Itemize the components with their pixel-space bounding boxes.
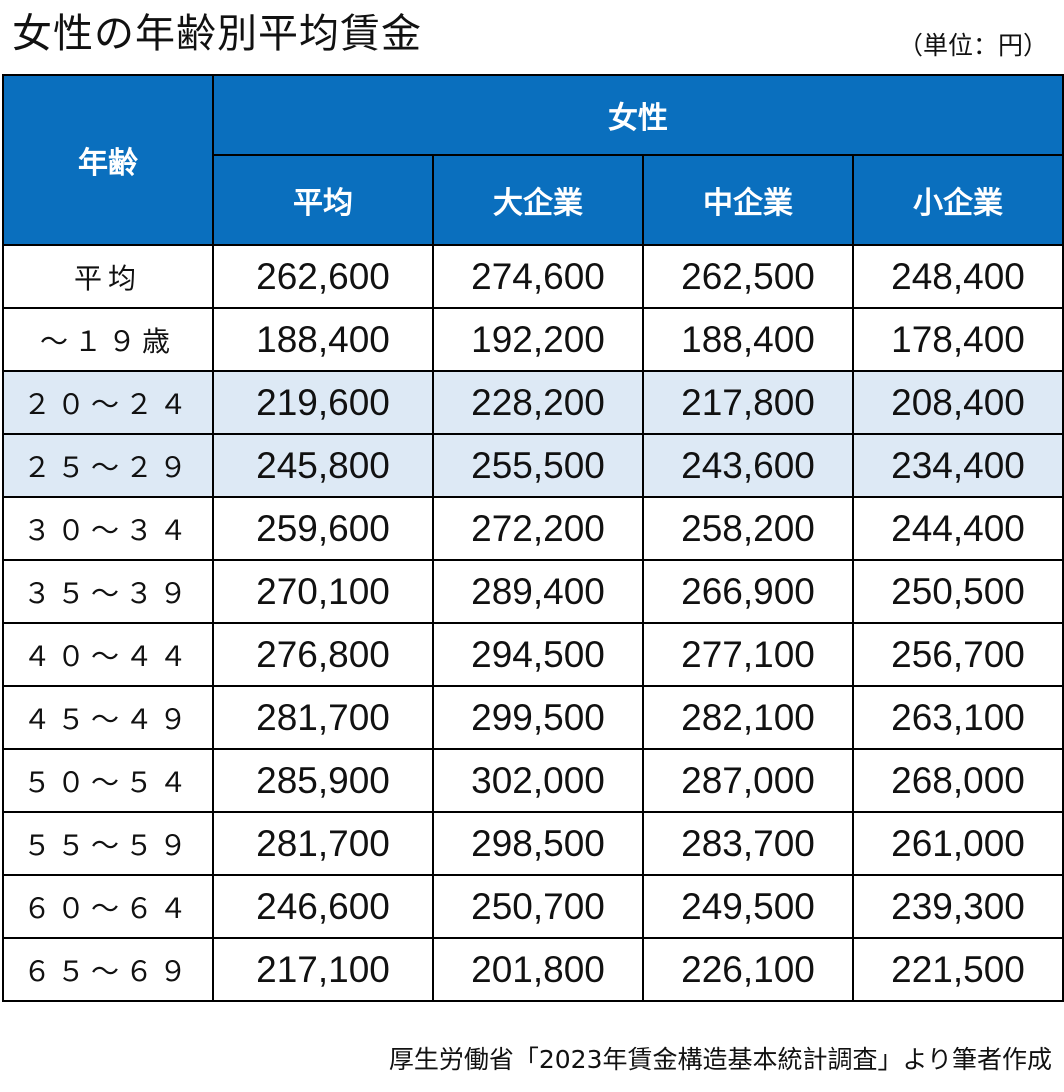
wage-cell: 256,700 — [852, 622, 1064, 687]
header-col-large: 大企業 — [432, 154, 644, 246]
row-age-label: ４０～４４ — [2, 622, 214, 687]
wage-cell: 234,400 — [852, 433, 1064, 498]
wage-cell: 294,500 — [432, 622, 644, 687]
header-col-medium: 中企業 — [642, 154, 854, 246]
wage-cell: 263,100 — [852, 685, 1064, 750]
header-group-female: 女性 — [212, 74, 1064, 156]
row-age-label: ２５～２９ — [2, 433, 214, 498]
wage-cell: 272,200 — [432, 496, 644, 561]
wage-cell: 261,000 — [852, 811, 1064, 876]
table-row: ６５～６９ 217,100 201,800 226,100 221,500 — [2, 937, 1064, 1002]
wage-cell: 274,600 — [432, 244, 644, 309]
wage-cell: 217,800 — [642, 370, 854, 435]
table-header: 年齢 女性 平均 大企業 中企業 小企業 — [2, 74, 1064, 246]
wage-cell: 250,700 — [432, 874, 644, 939]
row-age-label: ５０～５４ — [2, 748, 214, 813]
wage-cell: 243,600 — [642, 433, 854, 498]
unit-label: （単位：円） — [897, 31, 1048, 60]
header-age: 年齢 — [2, 74, 214, 246]
wage-cell: 244,400 — [852, 496, 1064, 561]
wage-cell: 221,500 — [852, 937, 1064, 1002]
wage-cell: 259,600 — [212, 496, 434, 561]
wage-cell: 268,000 — [852, 748, 1064, 813]
table-body: 平均 262,600 274,600 262,500 248,400 ～１９歳 188,40… — [2, 244, 1064, 1002]
table-row: ２５～２９ 245,800 255,500 243,600 234,400 — [2, 433, 1064, 498]
wage-cell: 299,500 — [432, 685, 644, 750]
table-row: ６０～６４ 246,600 250,700 249,500 239,300 — [2, 874, 1064, 939]
table-row: ４０～４４ 276,800 294,500 277,100 256,700 — [2, 622, 1064, 687]
wage-cell: 228,200 — [432, 370, 644, 435]
wage-cell: 249,500 — [642, 874, 854, 939]
wage-cell: 192,200 — [432, 307, 644, 372]
header-col-small: 小企業 — [852, 154, 1064, 246]
row-age-label: ４５～４９ — [2, 685, 214, 750]
wage-cell: 188,400 — [212, 307, 434, 372]
wage-cell: 258,200 — [642, 496, 854, 561]
row-age-label: ５５～５９ — [2, 811, 214, 876]
wage-cell: 201,800 — [432, 937, 644, 1002]
wage-cell: 239,300 — [852, 874, 1064, 939]
page-title: 女性の年齢別平均賃金 — [12, 11, 422, 57]
row-age-label: ３５～３９ — [2, 559, 214, 624]
wage-cell: 298,500 — [432, 811, 644, 876]
table-row: 平均 262,600 274,600 262,500 248,400 — [2, 244, 1064, 309]
table-row: ４５～４９ 281,700 299,500 282,100 263,100 — [2, 685, 1064, 750]
row-age-label: 平均 — [2, 244, 214, 309]
row-age-label: ６５～６９ — [2, 937, 214, 1002]
wage-cell: 302,000 — [432, 748, 644, 813]
wage-cell: 283,700 — [642, 811, 854, 876]
wage-cell: 281,700 — [212, 811, 434, 876]
table-row: ３５～３９ 270,100 289,400 266,900 250,500 — [2, 559, 1064, 624]
wage-cell: 262,500 — [642, 244, 854, 309]
wage-cell: 262,600 — [212, 244, 434, 309]
wage-cell: 217,100 — [212, 937, 434, 1002]
header-col-average: 平均 — [212, 154, 434, 246]
wage-cell: 250,500 — [852, 559, 1064, 624]
row-age-label: ２０～２４ — [2, 370, 214, 435]
wage-cell: 178,400 — [852, 307, 1064, 372]
wage-cell: 246,600 — [212, 874, 434, 939]
wage-cell: 285,900 — [212, 748, 434, 813]
row-age-label: ～１９歳 — [2, 307, 214, 372]
wage-cell: 270,100 — [212, 559, 434, 624]
table-row: ５５～５９ 281,700 298,500 283,700 261,000 — [2, 811, 1064, 876]
table-row: ２０～２４ 219,600 228,200 217,800 208,400 — [2, 370, 1064, 435]
wage-cell: 266,900 — [642, 559, 854, 624]
wage-cell: 248,400 — [852, 244, 1064, 309]
source-note: 厚生労働省「2023年賃金構造基本統計調査」より筆者作成 — [388, 1045, 1052, 1074]
header-row-group: 年齢 女性 — [2, 74, 1064, 246]
wage-cell: 281,700 — [212, 685, 434, 750]
wage-cell: 282,100 — [642, 685, 854, 750]
wage-cell: 245,800 — [212, 433, 434, 498]
row-age-label: ６０～６４ — [2, 874, 214, 939]
row-age-label: ３０～３４ — [2, 496, 214, 561]
wage-table: 年齢 女性 平均 大企業 中企業 小企業 平均 262,600 274,600 262… — [2, 74, 1064, 1002]
wage-cell: 255,500 — [432, 433, 644, 498]
header-row-columns: 平均 大企業 中企業 小企業 — [3, 154, 1064, 246]
table-row: ５０～５４ 285,900 302,000 287,000 268,000 — [2, 748, 1064, 813]
wage-cell: 226,100 — [642, 937, 854, 1002]
wage-cell: 208,400 — [852, 370, 1064, 435]
wage-cell: 276,800 — [212, 622, 434, 687]
wage-cell: 287,000 — [642, 748, 854, 813]
wage-cell: 188,400 — [642, 307, 854, 372]
wage-cell: 277,100 — [642, 622, 854, 687]
table-row: ～１９歳 188,400 192,200 188,400 178,400 — [2, 307, 1064, 372]
table-row: ３０～３４ 259,600 272,200 258,200 244,400 — [2, 496, 1064, 561]
wage-cell: 289,400 — [432, 559, 644, 624]
wage-cell: 219,600 — [212, 370, 434, 435]
